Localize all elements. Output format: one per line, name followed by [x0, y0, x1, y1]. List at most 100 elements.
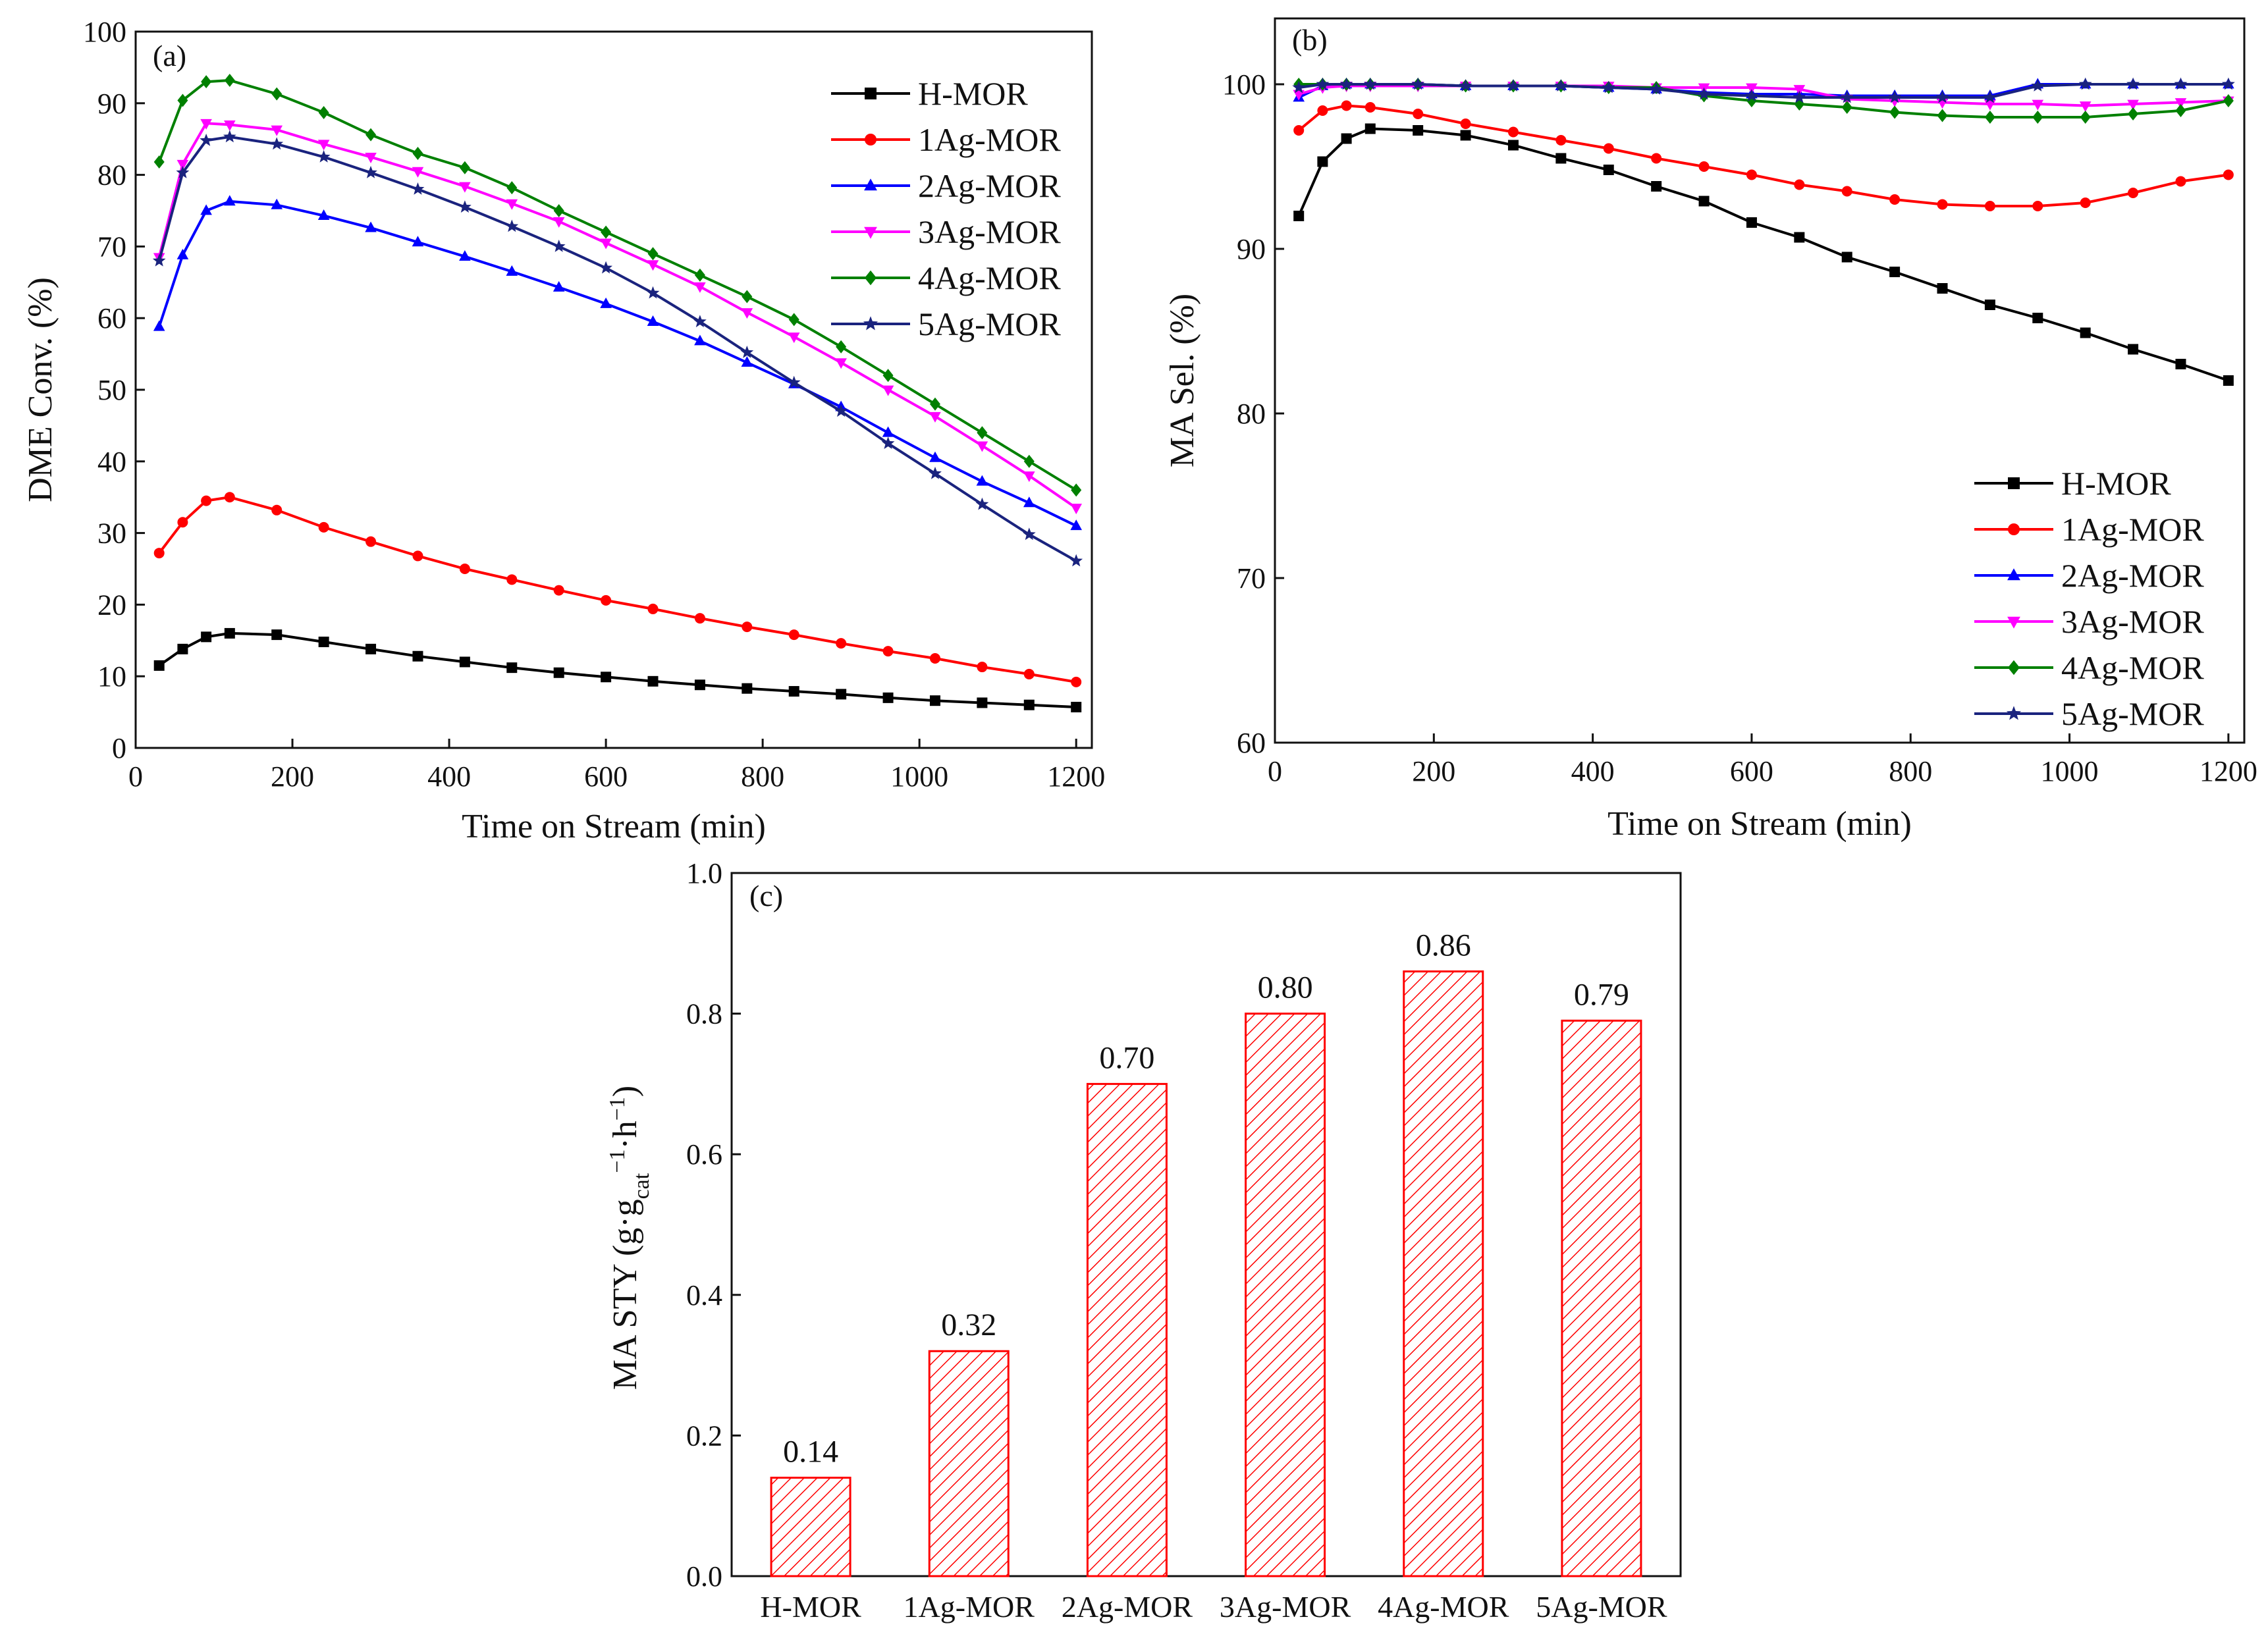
a-data-point [977, 426, 988, 440]
b-data-point [2078, 77, 2092, 90]
b-data-point [1698, 196, 1710, 207]
a-data-point [200, 134, 213, 146]
b-data-point [2128, 344, 2139, 355]
b-data-point [2128, 107, 2139, 120]
a-data-point [553, 217, 565, 228]
a-y-tick-label: 10 [97, 660, 126, 693]
a-data-point [881, 436, 895, 449]
a-data-point [1071, 483, 1082, 497]
b-data-point [1603, 143, 1614, 154]
bar-group-1Ag-MOR: 0.32 1Ag-MOR [904, 1308, 1035, 1624]
b-legend-marker [2007, 568, 2020, 581]
a-y-tick-label: 50 [97, 374, 126, 406]
a-data-point [694, 268, 705, 282]
a-legend-marker [865, 134, 877, 145]
bar [928, 1350, 1010, 1577]
b-data-point [1317, 105, 1328, 116]
a-data-point [411, 182, 425, 195]
a-data-point [694, 613, 705, 624]
bar-value-label: 0.32 [941, 1308, 996, 1342]
b-data-point [1460, 119, 1471, 129]
b-data-point [2174, 98, 2187, 109]
b-legend-label: 3Ag-MOR [2061, 603, 2204, 640]
panel-a-y-axis-title: DME Conv. (%) [22, 277, 59, 502]
bar-value-label: 0.14 [783, 1434, 838, 1469]
bar-group-4Ag-MOR: 0.86 4Ag-MOR [1378, 928, 1509, 1624]
a-data-point [553, 204, 564, 217]
b-data-point [1935, 90, 1949, 103]
b-y-tick-label: 100 [1222, 68, 1266, 101]
b-data-point [2031, 79, 2045, 92]
b-data-point [2032, 201, 2043, 211]
bar [1561, 1019, 1642, 1577]
a-data-point [365, 643, 377, 654]
a-data-point [317, 209, 330, 221]
a-data-point [1069, 554, 1083, 567]
b-x-tick-label: 400 [1571, 755, 1615, 787]
a-data-point [365, 536, 377, 547]
b-y-tick-label: 70 [1237, 562, 1266, 595]
c-y-tick-label: 0.8 [686, 998, 722, 1030]
a-data-point [153, 155, 165, 169]
b-data-point [1697, 87, 1711, 100]
a-data-point [201, 631, 212, 643]
a-data-point [836, 340, 847, 354]
b-legend-marker [2008, 660, 2020, 675]
a-legend-label: 2Ag-MOR [918, 167, 1061, 204]
a-data-point [224, 120, 236, 132]
b-data-point [1937, 283, 1948, 294]
panel-c-plot-frame [730, 872, 1682, 1577]
b-series-line [1297, 127, 2229, 382]
b-data-point [2175, 359, 2186, 369]
a-data-point [1071, 676, 1082, 687]
b-data-point [1984, 90, 1997, 103]
b-x-tick-label: 600 [1730, 755, 1773, 787]
a-y-tick-label: 90 [97, 88, 126, 120]
category-label: 1Ag-MOR [904, 1590, 1035, 1624]
a-data-point [1023, 496, 1035, 508]
b-legend-label: H-MOR [2061, 465, 2171, 502]
a-series-line [158, 631, 1077, 708]
b-data-point [1341, 133, 1352, 144]
a-data-point [693, 315, 707, 328]
b-legend-marker [2007, 616, 2020, 629]
a-data-point [271, 125, 283, 136]
bar-value-label: 0.80 [1258, 970, 1313, 1005]
b-data-point [2080, 111, 2091, 124]
bar-group-5Ag-MOR: 0.79 5Ag-MOR [1536, 977, 1667, 1624]
b-legend-label: 4Ag-MOR [2061, 649, 2204, 686]
bar-group-3Ag-MOR: 0.80 3Ag-MOR [1220, 970, 1351, 1624]
a-data-point [929, 411, 941, 423]
panel-a-legend: H-MOR 1Ag-MOR 2Ag-MOR 3Ag-MOR 4Ag-MOR 5Ag-MOR [831, 75, 1061, 342]
a-data-point [742, 622, 753, 633]
a-data-point [787, 375, 801, 388]
a-data-point [176, 248, 189, 259]
b-data-point [1411, 77, 1425, 90]
a-data-point [271, 198, 283, 209]
a-data-point [882, 369, 894, 383]
a-data-point [929, 397, 940, 411]
a-series-line [158, 496, 1077, 683]
panel-c-y-axis-title: MA STY (g·gcat−1·h−1) [605, 1086, 654, 1390]
a-data-point [506, 265, 518, 276]
bar [1245, 1013, 1326, 1577]
a-data-point [836, 638, 847, 649]
b-data-point [1841, 101, 1852, 114]
a-legend-label: 3Ag-MOR [918, 213, 1061, 250]
b-x-tick-label: 200 [1412, 755, 1455, 787]
b-data-point [1984, 201, 1995, 211]
bar-group-H-MOR: 0.14 H-MOR [760, 1434, 861, 1624]
b-series-line [1298, 84, 2228, 107]
a-data-point [647, 315, 659, 327]
b-data-point [2223, 375, 2234, 386]
a-data-point [412, 550, 423, 562]
bar-value-label: 0.86 [1416, 928, 1471, 963]
c-y-tick-label: 0.6 [686, 1138, 722, 1171]
b-data-point [1316, 77, 1330, 90]
a-data-point [929, 653, 940, 664]
a-data-point [976, 475, 988, 486]
b-data-point [1460, 130, 1471, 141]
a-data-point [317, 140, 330, 151]
b-data-point [1293, 125, 1305, 136]
b-data-point [1698, 161, 1710, 172]
